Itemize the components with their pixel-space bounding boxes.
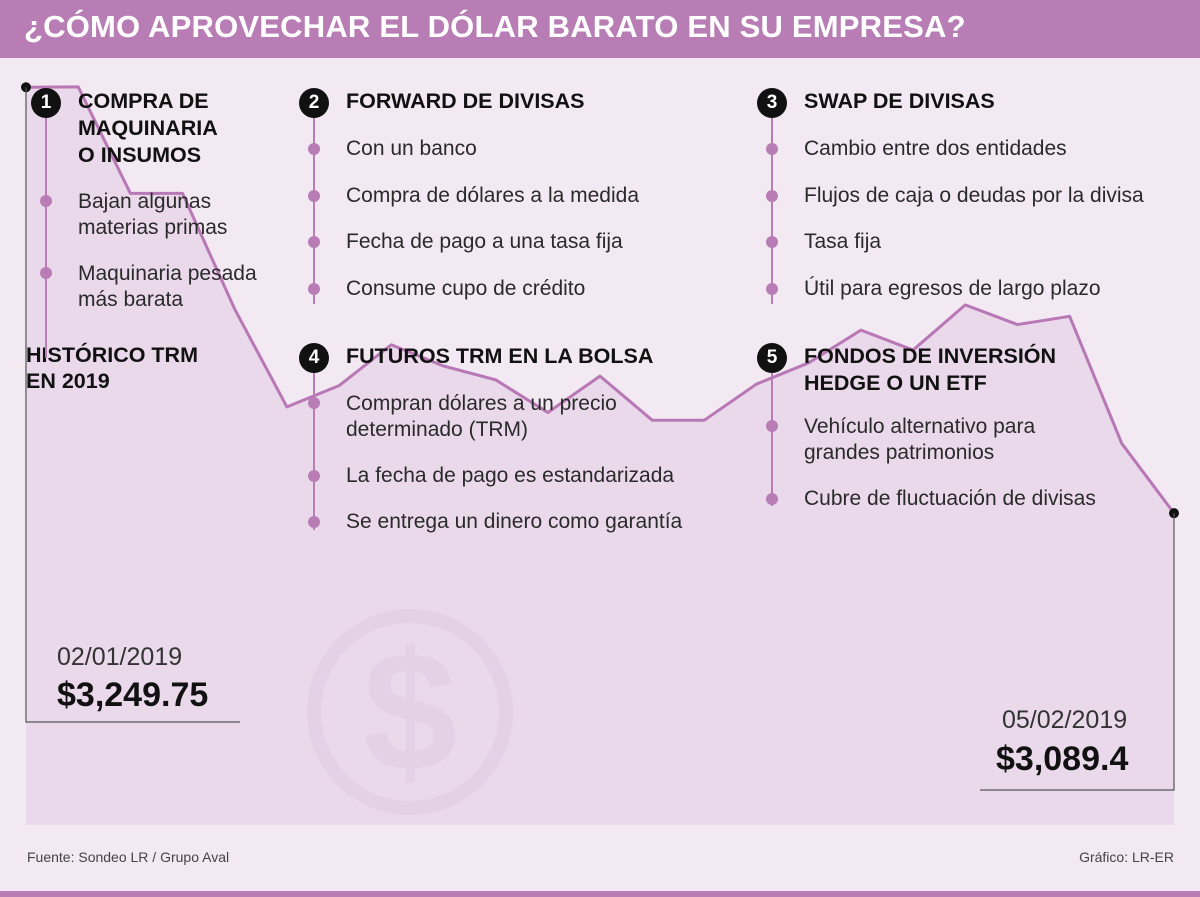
start-value-label: $3,249.75 bbox=[57, 676, 209, 714]
section-1-line bbox=[45, 118, 47, 358]
section-1-number: 1 bbox=[31, 88, 61, 118]
section-5-line bbox=[771, 373, 773, 506]
bullet-dot bbox=[766, 283, 778, 295]
bullet-line: Vehículo alternativo para bbox=[804, 415, 1036, 438]
bullet-line: más barata bbox=[78, 288, 184, 311]
section-4-bullet-1: Compran dólares a un precio determinado … bbox=[346, 391, 617, 443]
bullet-line: Bajan algunas bbox=[78, 190, 212, 213]
end-date-label: 05/02/2019 bbox=[1002, 706, 1128, 734]
bullet-dot bbox=[308, 190, 320, 202]
section-1-title: COMPRA DE MAQUINARIA O INSUMOS bbox=[78, 88, 218, 169]
bullet-dot bbox=[308, 143, 320, 155]
start-date-label: 02/01/2019 bbox=[57, 643, 183, 671]
bullet-line: Compran dólares a un precio bbox=[346, 392, 617, 415]
section-2-bullet-2: Compra de dólares a la medida bbox=[346, 184, 639, 207]
section-2-bullet-3: Fecha de pago a una tasa fija bbox=[346, 230, 623, 253]
source-footnote: Fuente: Sondeo LR / Grupo Aval bbox=[27, 849, 230, 865]
section-3-bullet-1: Cambio entre dos entidades bbox=[804, 137, 1067, 160]
section-4-line bbox=[313, 373, 315, 530]
credit-footnote: Gráfico: LR-ER bbox=[1079, 849, 1174, 865]
bullet-dot bbox=[766, 143, 778, 155]
bullet-dot bbox=[308, 397, 320, 409]
trm-area bbox=[26, 86, 1174, 825]
section-2-title-line-1: FORWARD DE DIVISAS bbox=[346, 89, 585, 113]
bullet-dot bbox=[308, 470, 320, 482]
section-3-bullet-2: Flujos de caja o deudas por la divisa bbox=[804, 184, 1144, 207]
chart-title-line-2: EN 2019 bbox=[26, 369, 110, 393]
bullet-line: materias primas bbox=[78, 216, 228, 239]
section-4-number: 4 bbox=[299, 343, 329, 373]
bullet-dot bbox=[308, 283, 320, 295]
bullet-dot bbox=[766, 190, 778, 202]
bullet-dot bbox=[766, 420, 778, 432]
start-leader-line bbox=[25, 87, 240, 723]
bullet-line: grandes patrimonios bbox=[804, 441, 995, 464]
section-5-bullet-2: Cubre de fluctuación de divisas bbox=[804, 487, 1096, 510]
bottom-bar bbox=[0, 891, 1200, 897]
section-3-bullet-4: Útil para egresos de largo plazo bbox=[804, 277, 1101, 300]
section-5-title-line-1: FONDOS DE INVERSIÓN bbox=[804, 344, 1057, 368]
section-3-line bbox=[771, 118, 773, 304]
section-2-bullet-1: Con un banco bbox=[346, 137, 477, 160]
bullet-dot bbox=[40, 267, 52, 279]
section-2-bullet-4: Consume cupo de crédito bbox=[346, 277, 586, 300]
section-5-number: 5 bbox=[757, 343, 787, 373]
section-5-title: FONDOS DE INVERSIÓN HEDGE O UN ETF bbox=[804, 343, 1056, 397]
chart-title-line-1: HISTÓRICO TRM bbox=[26, 343, 198, 367]
section-1-title-line-3: O INSUMOS bbox=[78, 143, 202, 167]
section-4-bullet-3: Se entrega un dinero como garantía bbox=[346, 510, 683, 533]
page-title: ¿CÓMO APROVECHAR EL DÓLAR BARATO EN SU E… bbox=[24, 9, 966, 44]
bullet-line: Maquinaria pesada bbox=[78, 262, 257, 285]
header-bar: ¿CÓMO APROVECHAR EL DÓLAR BARATO EN SU E… bbox=[0, 0, 1200, 58]
section-5-title-line-2: HEDGE O UN ETF bbox=[804, 371, 987, 395]
section-4-title-line-1: FUTUROS TRM EN LA BOLSA bbox=[346, 344, 654, 368]
end-leader-line bbox=[980, 513, 1175, 791]
bullet-dot bbox=[308, 236, 320, 248]
bullet-dot bbox=[40, 195, 52, 207]
chart-title: HISTÓRICO TRM EN 2019 bbox=[26, 342, 198, 394]
section-4-title: FUTUROS TRM EN LA BOLSA bbox=[346, 343, 653, 370]
end-value-label: $3,089.4 bbox=[996, 740, 1129, 778]
section-1-bullet-2: Maquinaria pesada más barata bbox=[78, 261, 257, 313]
section-1-title-line-1: COMPRA DE bbox=[78, 89, 209, 113]
section-1-title-line-2: MAQUINARIA bbox=[78, 116, 218, 140]
section-3-number: 3 bbox=[757, 88, 787, 118]
section-2-number: 2 bbox=[299, 88, 329, 118]
bullet-dot bbox=[766, 493, 778, 505]
section-4-bullet-2: La fecha de pago es estandarizada bbox=[346, 464, 675, 487]
trm-line bbox=[25, 85, 1176, 515]
section-2-title: FORWARD DE DIVISAS bbox=[346, 88, 585, 115]
section-5-bullet-1: Vehículo alternativo para grandes patrim… bbox=[804, 414, 1035, 466]
bullet-line: determinado (TRM) bbox=[346, 418, 529, 441]
section-3-title-line-1: SWAP DE DIVISAS bbox=[804, 89, 995, 113]
section-3-title: SWAP DE DIVISAS bbox=[804, 88, 995, 115]
section-2-line bbox=[313, 118, 315, 304]
section-3-bullet-3: Tasa fija bbox=[804, 230, 882, 253]
bullet-dot bbox=[308, 516, 320, 528]
bullet-dot bbox=[766, 236, 778, 248]
section-1-bullet-1: Bajan algunas materias primas bbox=[78, 189, 227, 241]
